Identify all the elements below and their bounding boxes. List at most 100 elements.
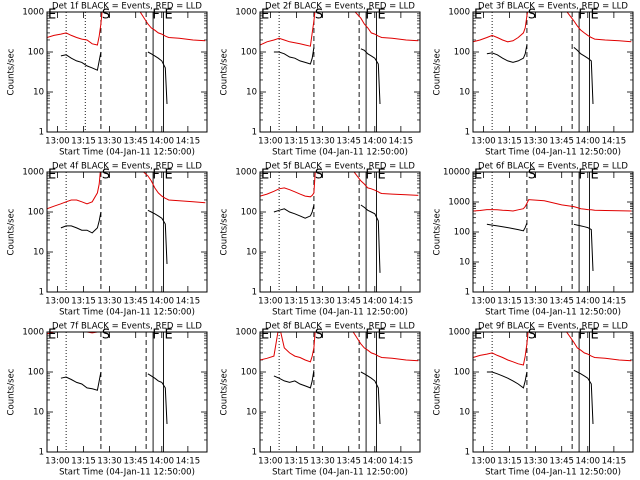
x-tick-label: 13:30: [310, 137, 335, 147]
x-tick-label: 13:30: [523, 297, 548, 307]
chart-title: Det 3f BLACK = Events, RED = LLD: [478, 2, 628, 12]
series-line: [47, 172, 206, 210]
annotation: E: [591, 8, 599, 23]
x-tick-label: 14:00: [363, 297, 388, 307]
x-axis-label: Start Time (04-Jan-11 12:50:00): [485, 468, 621, 478]
y-tick-label: 100: [241, 208, 257, 218]
y-tick-label: 1: [252, 288, 257, 298]
panel: Det 1f BLACK = Events, RED = LLD Start Ti…: [7, 2, 208, 158]
y-tick-label: 10: [459, 258, 470, 268]
y-tick-label: 1000: [22, 8, 44, 18]
y-axis-label: Counts/sec: [433, 208, 443, 255]
annotation: F: [152, 328, 159, 343]
y-tick-label: 1: [465, 288, 470, 298]
annotation: S: [528, 168, 536, 183]
x-axis-label: Start Time (04-Jan-11 12:50:00): [59, 148, 195, 158]
x-tick-label: 13:45: [549, 457, 574, 467]
x-tick-label: 14:15: [176, 137, 201, 147]
annotation: E: [378, 328, 386, 343]
x-tick-label: 14:00: [363, 137, 388, 147]
y-tick-label: 1000: [448, 328, 470, 338]
series-line: [60, 209, 168, 265]
plot-frame: [259, 11, 421, 133]
panel: Det 3f BLACK = Events, RED = LLD Start Ti…: [433, 2, 634, 158]
x-tick-label: 14:15: [176, 297, 201, 307]
x-tick-label: 13:30: [97, 297, 122, 307]
y-tick-label: 1: [465, 128, 470, 138]
series-line: [47, 12, 206, 46]
y-tick-label: 10: [33, 408, 44, 418]
series-line: [473, 332, 632, 366]
series-line: [473, 199, 632, 212]
y-tick-label: 1000: [448, 8, 470, 18]
y-tick-label: 10: [459, 408, 470, 418]
y-tick-label: 100: [241, 368, 257, 378]
annotation: S: [315, 8, 323, 23]
x-tick-label: 14:00: [150, 457, 175, 467]
x-tick-label: 13:00: [471, 297, 496, 307]
x-axis-label: Start Time (04-Jan-11 12:50:00): [59, 308, 195, 318]
annotation: E: [261, 328, 269, 343]
y-tick-label: 1000: [235, 8, 257, 18]
y-tick-label: 100: [454, 368, 470, 378]
series-line: [273, 204, 381, 273]
x-tick-label: 14:00: [363, 457, 388, 467]
panel: Det 4f BLACK = Events, RED = LLD Start Ti…: [7, 162, 208, 318]
y-tick-label: 1000: [235, 328, 257, 338]
annotation: S: [315, 328, 323, 343]
x-tick-label: 14:15: [389, 137, 414, 147]
series-line: [273, 47, 381, 105]
panel: Det 2f BLACK = Events, RED = LLD Start Ti…: [220, 2, 421, 158]
annotation: S: [528, 8, 536, 23]
chart-title: Det 1f BLACK = Events, RED = LLD: [52, 2, 202, 12]
annotation: F: [365, 168, 372, 183]
y-tick-label: 10: [246, 88, 257, 98]
x-tick-label: 13:30: [523, 137, 548, 147]
x-tick-label: 13:15: [497, 137, 522, 147]
x-tick-label: 13:00: [258, 457, 283, 467]
series-line: [273, 370, 381, 425]
y-tick-label: 10: [246, 248, 257, 258]
annotation: E: [474, 8, 482, 23]
y-axis-label: Counts/sec: [7, 48, 17, 95]
series-line: [60, 51, 168, 105]
annotation: E: [261, 8, 269, 23]
y-tick-label: 100: [28, 48, 44, 58]
panel: Det 5f BLACK = Events, RED = LLD Start Ti…: [220, 162, 421, 318]
x-tick-label: 13:00: [45, 137, 70, 147]
x-tick-label: 13:45: [549, 297, 574, 307]
y-tick-label: 1: [39, 448, 44, 458]
panel: Det 7f BLACK = Events, RED = LLD Start Ti…: [7, 322, 208, 478]
annotation: E: [48, 328, 56, 343]
chart-title: Det 5f BLACK = Events, RED = LLD: [265, 162, 415, 172]
y-axis-label: Counts/sec: [7, 208, 17, 255]
x-tick-label: 13:15: [497, 457, 522, 467]
annotation: E: [261, 168, 269, 183]
plot-frame: [46, 331, 208, 453]
y-tick-label: 1000: [448, 198, 470, 208]
y-tick-label: 1000: [235, 168, 257, 178]
plot-frame: [46, 171, 208, 293]
x-axis-label: Start Time (04-Jan-11 12:50:00): [272, 468, 408, 478]
x-tick-label: 13:30: [310, 457, 335, 467]
x-tick-label: 14:15: [602, 137, 627, 147]
x-tick-label: 14:00: [150, 137, 175, 147]
annotation: E: [165, 328, 173, 343]
series-line: [473, 12, 632, 43]
y-tick-label: 1: [252, 448, 257, 458]
panel: Det 8f BLACK = Events, RED = LLD Start Ti…: [220, 322, 421, 478]
y-axis-label: Counts/sec: [433, 368, 443, 415]
x-tick-label: 14:00: [150, 297, 175, 307]
annotation: S: [102, 328, 110, 343]
series-line: [260, 172, 419, 198]
x-tick-label: 13:15: [71, 457, 96, 467]
panel: Det 9f BLACK = Events, RED = LLD Start Ti…: [433, 322, 634, 478]
x-tick-label: 13:45: [123, 137, 148, 147]
annotation: F: [152, 168, 159, 183]
x-tick-label: 14:15: [389, 297, 414, 307]
annotation: F: [365, 8, 372, 23]
y-tick-label: 1000: [22, 328, 44, 338]
x-tick-label: 13:15: [284, 457, 309, 467]
plot-frame: [472, 171, 634, 293]
chart-title: Det 2f BLACK = Events, RED = LLD: [265, 2, 415, 12]
